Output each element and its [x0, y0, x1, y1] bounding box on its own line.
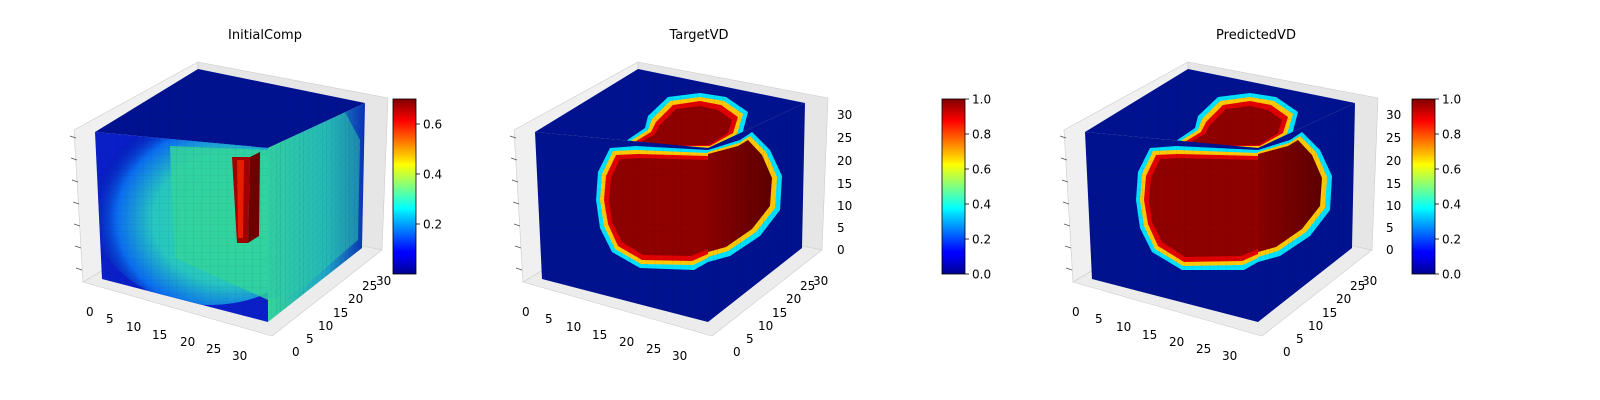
colorbar-tick-label: 0.2 [1442, 233, 1461, 247]
colorbar: 0.0 0.2 0.4 0.6 0.8 1.0 [1411, 93, 1461, 282]
y-tick: 20 [348, 292, 363, 306]
y-tick: 10 [758, 319, 773, 333]
x-tick: 15 [592, 328, 607, 342]
x-tick: 25 [1196, 342, 1211, 356]
z-tick: 25 [837, 131, 852, 145]
y-tick: 25 [1350, 279, 1365, 293]
voxel-cube [95, 69, 365, 322]
y-tick: 20 [786, 292, 801, 306]
x-tick: 30 [232, 349, 247, 363]
y-tick: 5 [1296, 332, 1304, 346]
colorbar-tick-label: 0.4 [972, 198, 991, 212]
z-tick: 0 [1386, 243, 1394, 257]
panel-predictedvd: PredictedVD [1063, 28, 1461, 363]
z-tick: 5 [837, 221, 845, 235]
colorbar-tick-label: 1.0 [972, 93, 991, 107]
x-tick: 10 [126, 320, 141, 334]
colorbar-tick-label: 0.0 [1442, 268, 1461, 282]
colorbar-tick-label: 0.6 [423, 118, 442, 132]
z-tick: 10 [1386, 199, 1401, 213]
colorbar: 0.2 0.4 0.6 [392, 98, 442, 275]
x-tick: 5 [1095, 312, 1103, 326]
z-tick: 20 [1386, 154, 1401, 168]
z-axis: 0 5 10 15 20 25 30 [837, 108, 852, 257]
y-tick: 25 [800, 279, 815, 293]
y-tick: 25 [362, 279, 377, 293]
x-tick: 30 [672, 349, 687, 363]
y-tick: 20 [1336, 292, 1351, 306]
y-tick: 15 [1322, 306, 1337, 320]
colorbar: 0.0 0.2 0.4 0.6 0.8 1.0 [941, 93, 991, 282]
y-tick: 0 [1283, 345, 1291, 359]
x-tick: 0 [522, 305, 530, 319]
colorbar-gradient [1411, 98, 1436, 275]
y-tick: 10 [318, 319, 333, 333]
colorbar-gradient [392, 98, 417, 275]
z-tick: 15 [1386, 177, 1401, 191]
colorbar-tick-label: 0.2 [972, 233, 991, 247]
x-tick: 10 [1116, 320, 1131, 334]
panel-targetvd: TargetVD [513, 28, 991, 363]
x-axis: 0 5 10 15 20 25 30 [522, 305, 687, 363]
y-axis: 0 5 10 15 20 25 30 [292, 274, 391, 359]
y-tick: 5 [306, 332, 314, 346]
x-tick: 25 [646, 342, 661, 356]
z-tick: 30 [1386, 108, 1401, 122]
y-tick: 10 [1308, 319, 1323, 333]
y-tick: 0 [733, 345, 741, 359]
x-tick: 5 [545, 312, 553, 326]
colorbar-tick-label: 0.8 [1442, 128, 1461, 142]
x-tick: 15 [1142, 328, 1157, 342]
y-tick: 15 [772, 306, 787, 320]
y-tick: 15 [333, 306, 348, 320]
colorbar-tick-label: 0.2 [423, 218, 442, 232]
x-tick: 0 [1072, 305, 1080, 319]
colorbar-tick-label: 0.6 [972, 163, 991, 177]
y-tick: 30 [376, 274, 391, 288]
x-tick: 15 [152, 328, 167, 342]
x-tick: 10 [566, 320, 581, 334]
x-axis: 0 5 10 15 20 25 30 [86, 305, 247, 363]
x-tick: 25 [206, 342, 221, 356]
x-tick: 30 [1222, 349, 1237, 363]
colorbar-tick-label: 0.4 [1442, 198, 1461, 212]
z-tick: 0 [837, 243, 845, 257]
x-tick: 20 [1169, 335, 1184, 349]
x-tick: 20 [619, 335, 634, 349]
chart-title: InitialComp [228, 28, 302, 43]
y-tick: 5 [746, 332, 754, 346]
y-axis: 0 5 10 15 20 25 30 [1283, 274, 1377, 359]
colorbar-tick-label: 0.4 [423, 168, 442, 182]
y-tick: 30 [1362, 274, 1377, 288]
colorbar-tick-label: 1.0 [1442, 93, 1461, 107]
voxel-cube [535, 69, 805, 322]
x-tick: 20 [180, 335, 195, 349]
y-axis: 0 5 10 15 20 25 30 [733, 274, 828, 359]
z-tick: 10 [837, 199, 852, 213]
y-tick: 0 [292, 345, 300, 359]
colorbar-tick-label: 0.8 [972, 128, 991, 142]
panel-initialcomp: InitialComp [73, 28, 442, 363]
z-tick: 30 [837, 108, 852, 122]
x-tick: 0 [86, 305, 94, 319]
colorbar-tick-label: 0.6 [1442, 163, 1461, 177]
colorbar-tick-label: 0.0 [972, 268, 991, 282]
z-tick: 25 [1386, 131, 1401, 145]
chart-title: PredictedVD [1216, 28, 1296, 43]
z-axis: 0 5 10 15 20 25 30 [1386, 108, 1401, 257]
colorbar-gradient [941, 98, 966, 275]
z-tick: 20 [837, 154, 852, 168]
x-axis: 0 5 10 15 20 25 30 [1072, 305, 1237, 363]
z-axis-tickmarks [69, 135, 1073, 271]
z-tick: 15 [837, 177, 852, 191]
chart-title: TargetVD [668, 28, 728, 43]
y-tick: 30 [813, 274, 828, 288]
z-tick: 5 [1386, 221, 1394, 235]
x-tick: 5 [106, 312, 114, 326]
